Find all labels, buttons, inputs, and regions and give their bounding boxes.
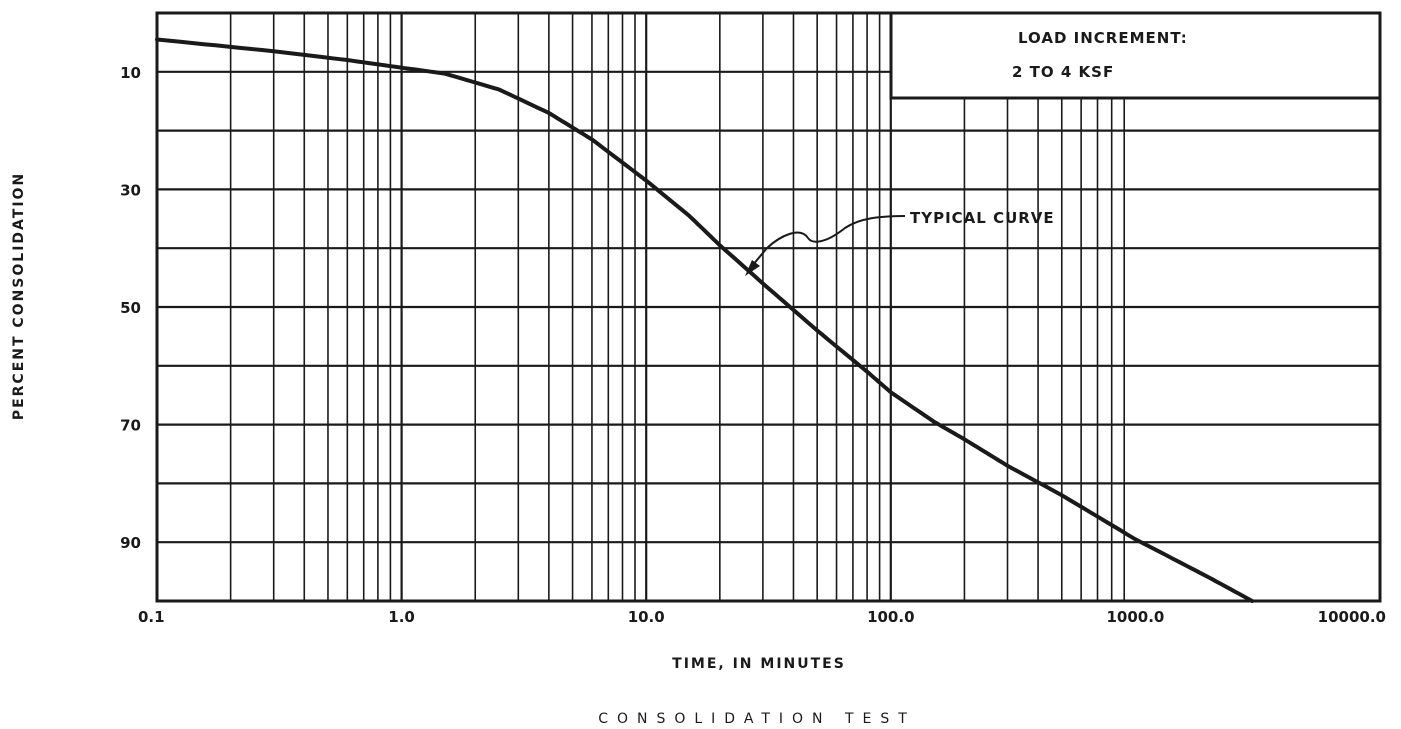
annotation-leader	[751, 215, 906, 267]
y-tick-label: 10	[120, 64, 141, 82]
grid	[157, 13, 1380, 601]
y-tick-label: 50	[120, 299, 141, 317]
y-tick-label: 70	[120, 417, 141, 435]
y-tick-labels: 10 30 50 70 90	[120, 64, 141, 552]
chart-title: CONSOLIDATION TEST	[598, 711, 916, 727]
x-axis-title: TIME, IN MINUTES	[672, 656, 846, 672]
annotation-arrowhead	[745, 260, 760, 276]
x-tick-label: 1000.0	[1106, 608, 1164, 626]
legend-line-2: 2 TO 4 KSF	[1012, 63, 1114, 81]
y-tick-label: 30	[120, 181, 141, 199]
x-tick-label: 0.1	[138, 608, 165, 626]
plot-frame	[155, 11, 1382, 603]
x-tick-labels: 0.1 1.0 10.0 100.0 1000.0 10000.0	[138, 608, 1386, 626]
x-tick-label: 1.0	[388, 608, 415, 626]
legend-box	[889, 11, 1382, 100]
y-axis-title: PERCENT CONSOLIDATION	[11, 172, 27, 420]
typical-curve-line	[155, 37, 1255, 603]
x-tick-label: 10.0	[628, 608, 665, 626]
annotation: TYPICAL CURVE	[745, 209, 1055, 276]
y-tick-label: 90	[120, 534, 141, 552]
annotation-label: TYPICAL CURVE	[910, 209, 1055, 227]
x-tick-label: 10000.0	[1318, 608, 1386, 626]
legend-line-1: LOAD INCREMENT:	[1018, 29, 1188, 47]
curve-layer	[155, 37, 1255, 603]
x-tick-label: 100.0	[867, 608, 914, 626]
